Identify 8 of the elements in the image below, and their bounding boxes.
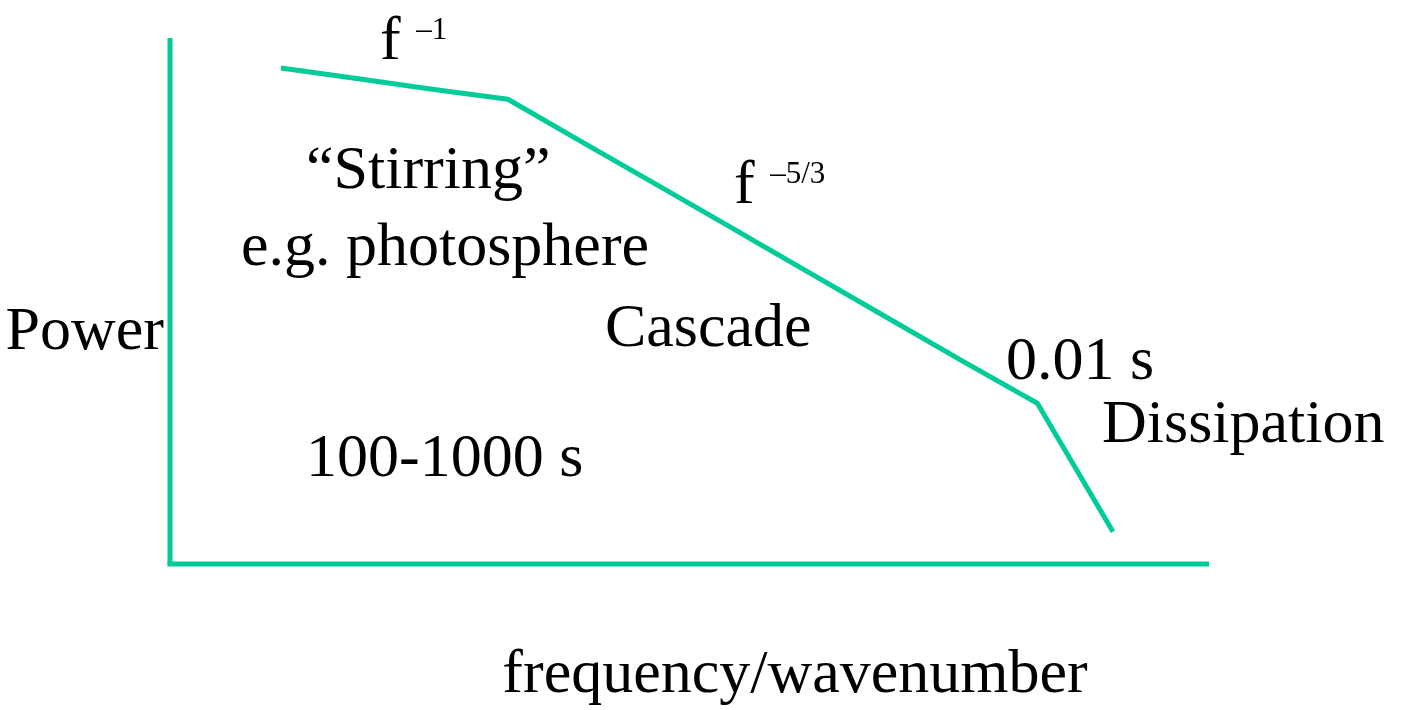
annotation: e.g. photosphere: [241, 210, 650, 278]
annotation: f $^{–1}$: [380, 4, 448, 72]
y-axis-title: Power: [5, 294, 165, 362]
annotation: f $^{–5/3}$: [734, 148, 826, 216]
annotation: 100-1000 s: [306, 421, 584, 489]
annotation: “Stirring”: [306, 133, 551, 201]
x-axis-title: frequency/wavenumber: [502, 637, 1088, 705]
annotation: Cascade: [605, 291, 812, 359]
